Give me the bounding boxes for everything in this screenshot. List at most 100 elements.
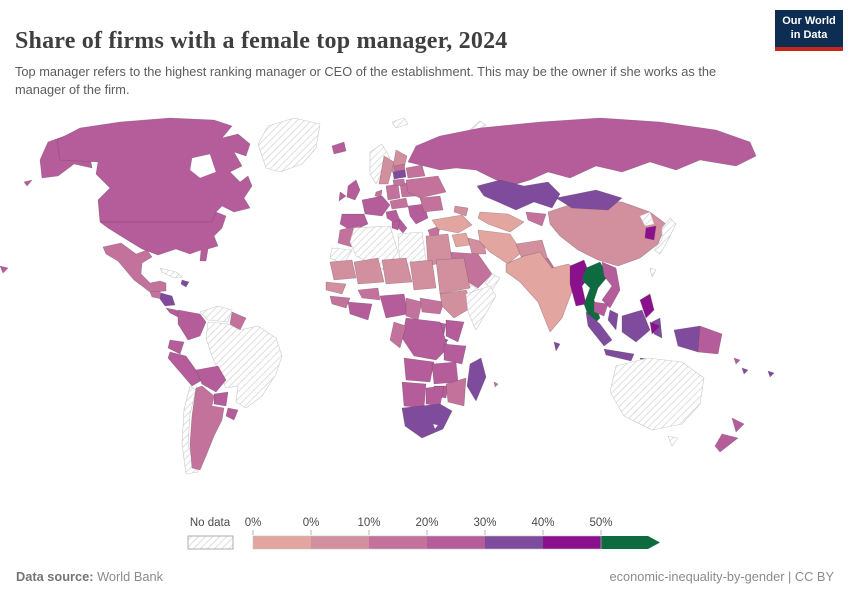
region-balkans[interactable] bbox=[407, 203, 429, 225]
region-lithuania[interactable] bbox=[392, 178, 406, 187]
region-kyrgyzstan-tajikistan[interactable] bbox=[525, 211, 547, 227]
region-solomon-islands[interactable] bbox=[733, 357, 741, 365]
region-ethiopia[interactable] bbox=[439, 289, 475, 319]
region-austria-czechia[interactable] bbox=[389, 197, 409, 210]
region-kazakhstan[interactable] bbox=[476, 179, 561, 211]
region-ivory-coast-ghana[interactable] bbox=[347, 301, 373, 321]
region-aleutians[interactable] bbox=[23, 179, 33, 187]
region-tanzania[interactable] bbox=[443, 343, 467, 365]
region-russia[interactable] bbox=[407, 117, 757, 187]
region-north-korea[interactable] bbox=[639, 211, 655, 227]
region-latvia[interactable] bbox=[392, 169, 407, 180]
region-niger[interactable] bbox=[381, 257, 413, 285]
region-australia[interactable] bbox=[609, 357, 705, 431]
region-botswana[interactable] bbox=[425, 385, 445, 407]
region-tunisia[interactable] bbox=[391, 219, 401, 231]
region-iceland[interactable] bbox=[331, 141, 347, 155]
region-romania[interactable] bbox=[419, 195, 444, 213]
region-sweden[interactable] bbox=[378, 155, 395, 185]
region-svalbard[interactable] bbox=[391, 117, 409, 129]
region-mali[interactable] bbox=[353, 257, 385, 285]
region-syria-jordan[interactable] bbox=[451, 232, 471, 248]
region-peru[interactable] bbox=[167, 351, 203, 387]
region-ireland[interactable] bbox=[338, 191, 347, 202]
region-argentina[interactable] bbox=[189, 385, 225, 471]
region-turkey[interactable] bbox=[431, 214, 473, 234]
region-cambodia[interactable] bbox=[593, 301, 609, 317]
region-honduras-nicaragua[interactable] bbox=[159, 292, 176, 307]
region-dominican-republic[interactable] bbox=[180, 279, 190, 288]
owid-logo[interactable]: Our World in Data bbox=[775, 10, 843, 51]
legend-bin-3[interactable] bbox=[427, 536, 485, 549]
region-taiwan[interactable] bbox=[649, 267, 657, 278]
region-mexico[interactable] bbox=[102, 242, 167, 293]
region-south-korea[interactable] bbox=[644, 225, 657, 241]
region-germany[interactable] bbox=[385, 183, 401, 201]
region-mauritius[interactable] bbox=[493, 381, 499, 388]
region-sri-lanka[interactable] bbox=[553, 341, 561, 352]
region-belarus[interactable] bbox=[405, 164, 426, 179]
region-fiji[interactable] bbox=[741, 367, 749, 375]
region-borneo[interactable] bbox=[621, 309, 651, 343]
region-bolivia[interactable] bbox=[195, 365, 227, 393]
region-cuba[interactable] bbox=[159, 267, 183, 279]
legend-no-data-swatch[interactable] bbox=[187, 535, 234, 550]
region-papua-new-guinea[interactable] bbox=[697, 325, 723, 355]
region-greenland[interactable] bbox=[257, 117, 321, 173]
region-uruguay[interactable] bbox=[225, 407, 239, 421]
region-malawi-mozambique[interactable] bbox=[445, 377, 467, 407]
region-pacific-fragment[interactable] bbox=[0, 265, 9, 274]
region-philippines[interactable] bbox=[639, 293, 655, 319]
region-guinea[interactable] bbox=[329, 295, 351, 309]
region-china[interactable] bbox=[547, 199, 667, 267]
region-ecuador[interactable] bbox=[167, 339, 185, 355]
region-nigeria[interactable] bbox=[379, 293, 409, 319]
region-ukraine[interactable] bbox=[405, 175, 447, 199]
region-japan[interactable] bbox=[653, 217, 677, 255]
region-united-kingdom[interactable] bbox=[346, 179, 361, 201]
legend-bin-0[interactable] bbox=[253, 536, 311, 549]
region-sumatra[interactable] bbox=[585, 311, 613, 347]
region-mongolia[interactable] bbox=[555, 189, 623, 211]
region-mauritania[interactable] bbox=[329, 259, 357, 281]
legend-bin-1[interactable] bbox=[311, 536, 369, 549]
region-caucasus[interactable] bbox=[453, 205, 469, 217]
region-java[interactable] bbox=[603, 348, 635, 362]
region-senegal[interactable] bbox=[325, 281, 347, 295]
region-vietnam[interactable] bbox=[601, 261, 621, 309]
region-madagascar[interactable] bbox=[466, 357, 487, 402]
region-sudan[interactable] bbox=[435, 257, 471, 295]
region-canada[interactable] bbox=[56, 117, 253, 223]
license-note[interactable]: economic-inequality-by-gender | CC BY bbox=[609, 569, 834, 584]
region-malaysia[interactable] bbox=[607, 309, 619, 331]
region-new-zealand-north[interactable] bbox=[731, 417, 745, 433]
region-paraguay[interactable] bbox=[213, 391, 229, 407]
region-tasmania[interactable] bbox=[667, 435, 679, 447]
region-colombia[interactable] bbox=[177, 309, 207, 341]
legend-bin-2[interactable] bbox=[369, 536, 427, 549]
region-united-states[interactable] bbox=[99, 211, 227, 262]
region-somalia[interactable] bbox=[465, 285, 497, 331]
legend-bin-4[interactable] bbox=[485, 536, 543, 549]
region-uzbekistan-turkmenistan[interactable] bbox=[477, 211, 525, 233]
region-france[interactable] bbox=[361, 195, 391, 217]
region-chad[interactable] bbox=[409, 259, 437, 291]
legend-bin-5[interactable] bbox=[543, 536, 601, 549]
region-venezuela[interactable] bbox=[199, 305, 233, 323]
region-india[interactable] bbox=[505, 251, 581, 333]
region-namibia[interactable] bbox=[401, 381, 427, 409]
region-west-papua[interactable] bbox=[673, 325, 701, 353]
region-philippines-south[interactable] bbox=[649, 321, 661, 335]
legend-bin-6-arrow[interactable] bbox=[601, 536, 660, 549]
region-iran[interactable] bbox=[477, 229, 523, 265]
region-cameroon[interactable] bbox=[405, 297, 423, 321]
region-brazil[interactable] bbox=[205, 321, 283, 409]
region-gabon-congo[interactable] bbox=[389, 321, 407, 349]
region-new-caledonia[interactable] bbox=[767, 370, 775, 378]
region-burkina-faso[interactable] bbox=[357, 287, 381, 301]
region-new-zealand-south[interactable] bbox=[714, 433, 739, 453]
region-south-africa[interactable] bbox=[401, 403, 453, 439]
region-angola[interactable] bbox=[403, 357, 435, 383]
region-zambia[interactable] bbox=[431, 361, 459, 385]
region-kenya[interactable] bbox=[445, 319, 465, 343]
